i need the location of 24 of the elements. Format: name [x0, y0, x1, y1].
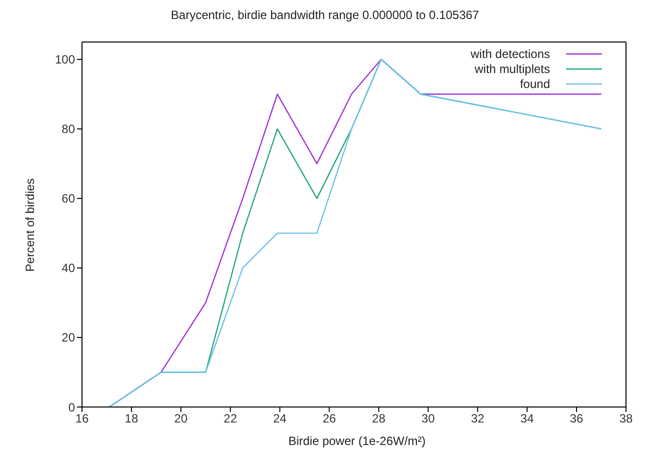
x-tick-label: 34 — [520, 412, 534, 426]
y-tick-label: 20 — [62, 330, 76, 345]
x-tick-label: 22 — [224, 412, 238, 426]
x-tick-label: 36 — [570, 412, 584, 426]
x-tick-label: 32 — [470, 412, 485, 426]
x-tick-label: 24 — [273, 412, 287, 426]
y-tick-label: 60 — [62, 192, 76, 206]
x-tick-label: 30 — [422, 412, 436, 426]
y-tick-label: 100 — [54, 52, 76, 67]
x-tick-label: 26 — [322, 412, 336, 426]
y-tick-label: 80 — [62, 122, 76, 136]
x-tick-label: 38 — [619, 412, 633, 426]
x-tick-label: 28 — [372, 412, 386, 426]
x-axis-title: Birdie power (1e-26W/m²) — [287, 434, 427, 448]
legend-label: found — [520, 76, 550, 90]
x-tick-label: 16 — [75, 412, 89, 426]
legend-label: with detections — [470, 46, 550, 60]
legend-label: with multiplets — [474, 62, 550, 76]
y-axis-title: Percent of birdies — [23, 178, 37, 272]
chart-title: Barycentric, birdie bandwidth range 0.000000 to 0.105367 — [170, 8, 480, 22]
x-tick-label: 20 — [174, 412, 188, 426]
x-tick-label: 18 — [124, 412, 138, 426]
y-tick-label: 0 — [68, 400, 76, 414]
y-tick-label: 40 — [62, 261, 76, 276]
